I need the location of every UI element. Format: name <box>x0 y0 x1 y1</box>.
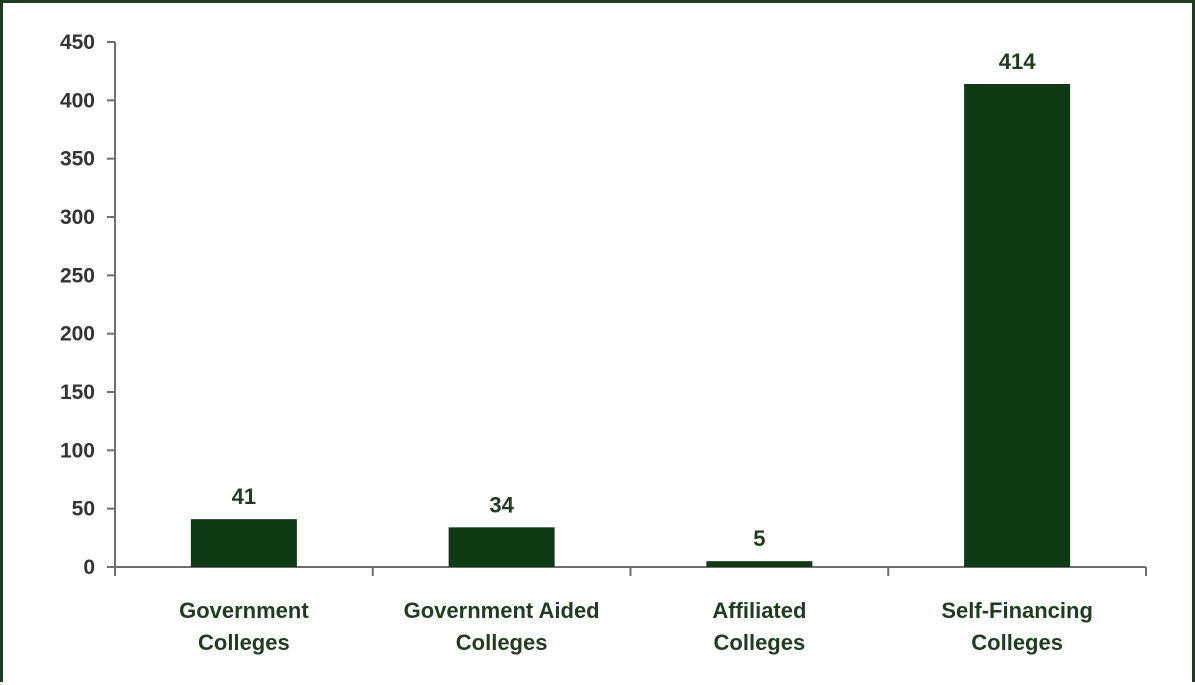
bar-chart: 0 50 100 150 200 250 300 350 400 450 41 Government C… <box>60 31 1147 655</box>
category-label: Government <box>179 598 309 623</box>
bar <box>448 527 555 567</box>
y-tick-label: 200 <box>60 323 95 346</box>
y-tick-label: 300 <box>60 206 95 229</box>
category-label: Colleges <box>456 630 548 655</box>
data-label: 414 <box>999 49 1036 74</box>
y-tick-label: 450 <box>60 31 95 54</box>
data-label: 5 <box>753 526 765 551</box>
category-label: Affiliated <box>712 598 806 623</box>
y-tick-label: 400 <box>60 89 95 112</box>
category-label: Colleges <box>971 630 1063 655</box>
category-label: Colleges <box>714 630 806 655</box>
y-tick-label: 350 <box>60 148 95 171</box>
y-tick-label: 0 <box>83 556 95 579</box>
y-tick-label: 150 <box>60 381 95 404</box>
data-label: 41 <box>232 484 256 509</box>
category-label: Self-Financing <box>941 598 1093 623</box>
category-label: Colleges <box>198 630 290 655</box>
category-label: Government Aided <box>404 598 600 623</box>
y-tick-label: 250 <box>60 264 95 287</box>
bar <box>706 561 813 567</box>
bar <box>964 84 1071 567</box>
y-tick-label: 50 <box>72 498 95 521</box>
y-tick-label: 100 <box>60 439 95 462</box>
bar <box>190 519 297 567</box>
data-label: 34 <box>489 492 514 517</box>
